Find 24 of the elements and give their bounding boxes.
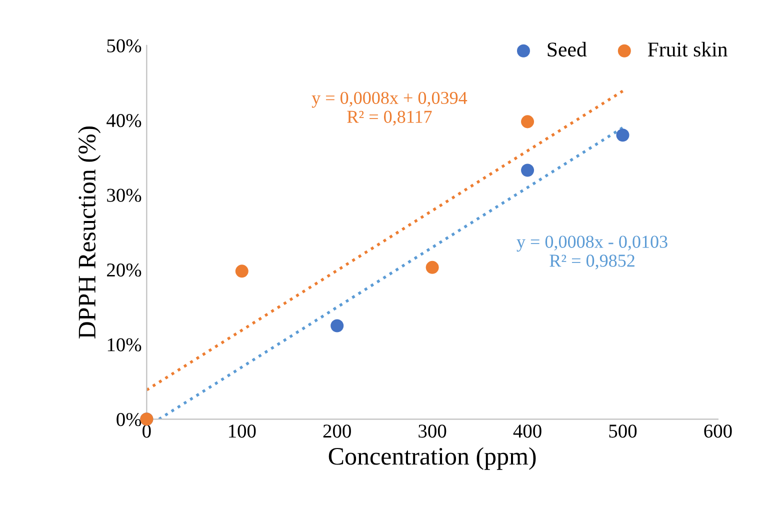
point (235, 264, 248, 278)
annotation: y = 0,0008x - 0,0103 R² = 0,9852 (516, 236, 668, 270)
x-tick-label: 200 (323, 424, 351, 438)
y-tick-label: 50% (107, 39, 142, 52)
point (616, 128, 630, 142)
legend-label: Fruit skin (648, 42, 728, 57)
x-tick-label: 500 (609, 424, 637, 438)
point (521, 115, 534, 128)
y-tick-label: 20% (107, 263, 142, 277)
annotation: y = 0,0008x + 0,0394 R² = 0,8117 (312, 92, 468, 126)
y-tick-label: 0% (116, 412, 142, 426)
x-tick-label: 600 (704, 424, 732, 438)
x-tick-label: 100 (229, 424, 256, 438)
x-tick-label: 400 (513, 424, 542, 438)
y-axis-title: DPPH Resuction (%) (78, 126, 101, 339)
x-tick-label: 300 (418, 424, 446, 438)
point (426, 260, 439, 274)
x-axis-title: Concentration (ppm) (328, 447, 536, 470)
y-tick-label: 30% (107, 188, 142, 202)
point (330, 319, 344, 332)
y-tick-label: 40% (106, 114, 142, 128)
point (521, 164, 534, 177)
legend-label: Seed (548, 42, 587, 57)
y-tick-label: 10% (108, 338, 142, 352)
